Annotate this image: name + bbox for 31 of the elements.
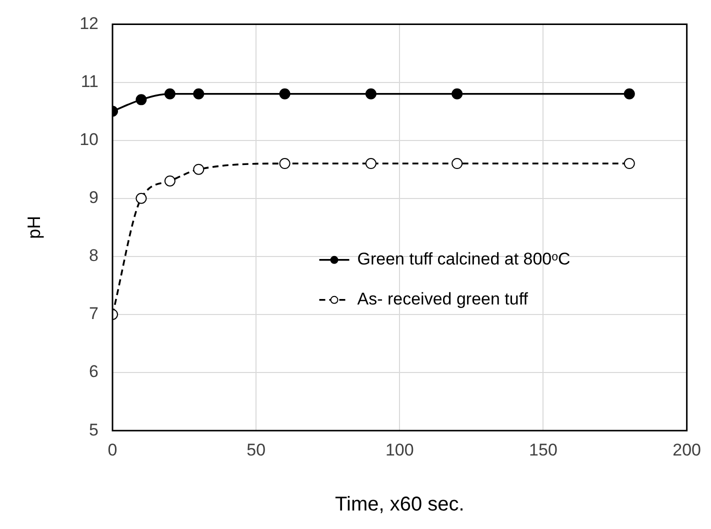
legend-label: Green tuff calcined at 800ᵒC [357,250,570,269]
point [279,158,290,170]
point [452,158,463,170]
x-tick-label: 0 [108,440,118,460]
point [193,164,204,175]
point [624,158,635,170]
y-tick-label: 9 [89,188,99,208]
y-tick-label: 7 [89,304,99,324]
point [136,94,147,106]
y-tick-label: 12 [80,14,99,33]
x-tick-label: 150 [529,440,558,460]
point [164,88,176,100]
legend-label: As- received green tuff [357,290,528,309]
y-tick-label: 10 [80,130,99,149]
x-tick-label: 100 [385,440,414,460]
point [164,175,176,186]
point [365,88,376,100]
point [193,88,204,100]
x-axis-title: Time, x60 sec. [335,494,464,516]
point [624,88,635,100]
y-tick-label: 5 [89,420,99,440]
point [136,192,147,204]
x-tick-label: 200 [672,440,702,460]
y-tick-label: 11 [80,72,99,91]
y-axis-title: pH [24,216,44,239]
y-tick-label: 6 [89,362,99,382]
point [279,88,290,100]
y-tick-label: 8 [89,246,99,266]
point [452,88,463,100]
point [365,158,376,170]
x-tick-label: 50 [246,440,266,460]
